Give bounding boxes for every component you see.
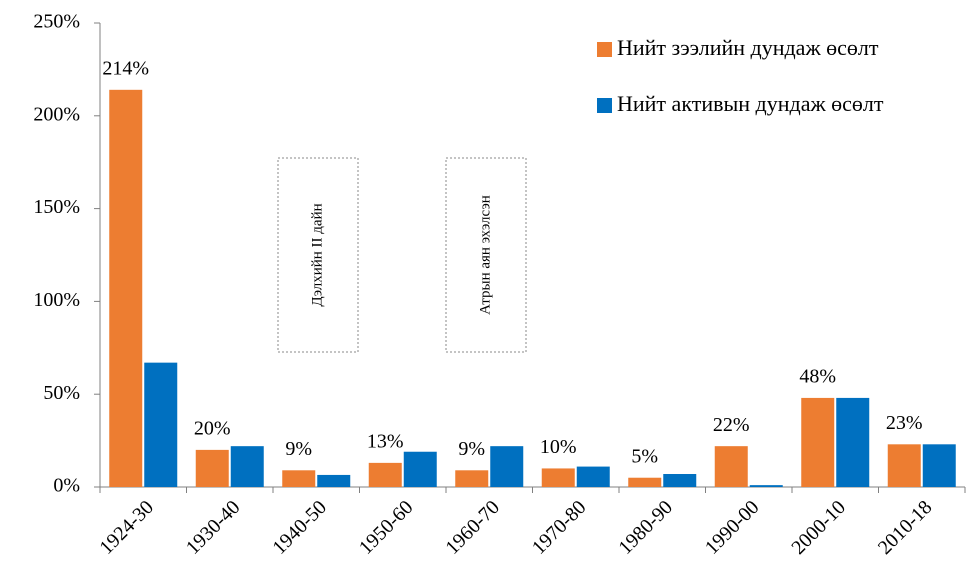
x-tick-label: 1970-80	[528, 496, 591, 559]
legend-label: Нийт активын дундаж өсөлт	[617, 91, 884, 116]
value-label: 9%	[458, 438, 485, 460]
legend-swatch	[597, 42, 612, 57]
x-tick-label: 1950-60	[355, 496, 418, 559]
bar	[282, 470, 316, 487]
bar	[195, 449, 229, 487]
x-tick-label: 1930-40	[182, 496, 245, 559]
value-label: 20%	[194, 417, 231, 439]
bar	[663, 474, 697, 487]
bar	[541, 468, 575, 487]
value-label: 214%	[102, 57, 149, 79]
legend-swatch	[597, 98, 612, 113]
bar	[403, 451, 437, 487]
bar	[490, 446, 524, 487]
value-label: 13%	[367, 430, 404, 452]
y-tick-label: 150%	[33, 196, 80, 218]
x-tick-label: 1960-70	[441, 496, 504, 559]
bar	[109, 89, 143, 487]
y-tick-label: 250%	[33, 11, 80, 33]
bar	[714, 446, 748, 487]
x-tick-label: 1940-50	[268, 496, 331, 559]
bar	[368, 462, 402, 487]
x-tick-label: 2000-10	[787, 496, 850, 559]
value-label: 9%	[285, 438, 312, 460]
value-label: 23%	[886, 412, 923, 434]
bar	[144, 362, 178, 487]
y-tick-label: 50%	[43, 382, 80, 404]
annotation-box	[277, 157, 359, 353]
y-tick-label: 100%	[33, 289, 80, 311]
annotation-text: Дэлхийн II дайн	[309, 203, 325, 306]
bar	[628, 477, 662, 487]
bar	[317, 474, 351, 487]
value-label: 5%	[631, 445, 658, 467]
value-label: 22%	[713, 414, 750, 436]
bar	[836, 397, 870, 487]
x-tick-label: 1980-90	[614, 496, 677, 559]
y-tick-label: 200%	[33, 103, 80, 125]
x-tick-label: 1924-30	[95, 496, 158, 559]
bar	[749, 485, 783, 487]
bar	[230, 446, 264, 487]
x-tick-label: 1990-00	[701, 496, 764, 559]
bar	[455, 470, 489, 487]
legend-label: Нийт зээлийн дундаж өсөлт	[617, 35, 879, 60]
bar	[801, 397, 835, 487]
bar	[887, 444, 921, 487]
annotation-box	[445, 157, 527, 353]
y-tick-label: 0%	[53, 475, 80, 497]
x-tick-label: 2010-18	[874, 496, 937, 559]
value-label: 10%	[540, 436, 577, 458]
bar	[576, 466, 610, 487]
value-label: 48%	[799, 366, 836, 388]
bar	[922, 444, 956, 487]
annotation-text: Атрын аян эхэлсэн	[477, 195, 493, 315]
